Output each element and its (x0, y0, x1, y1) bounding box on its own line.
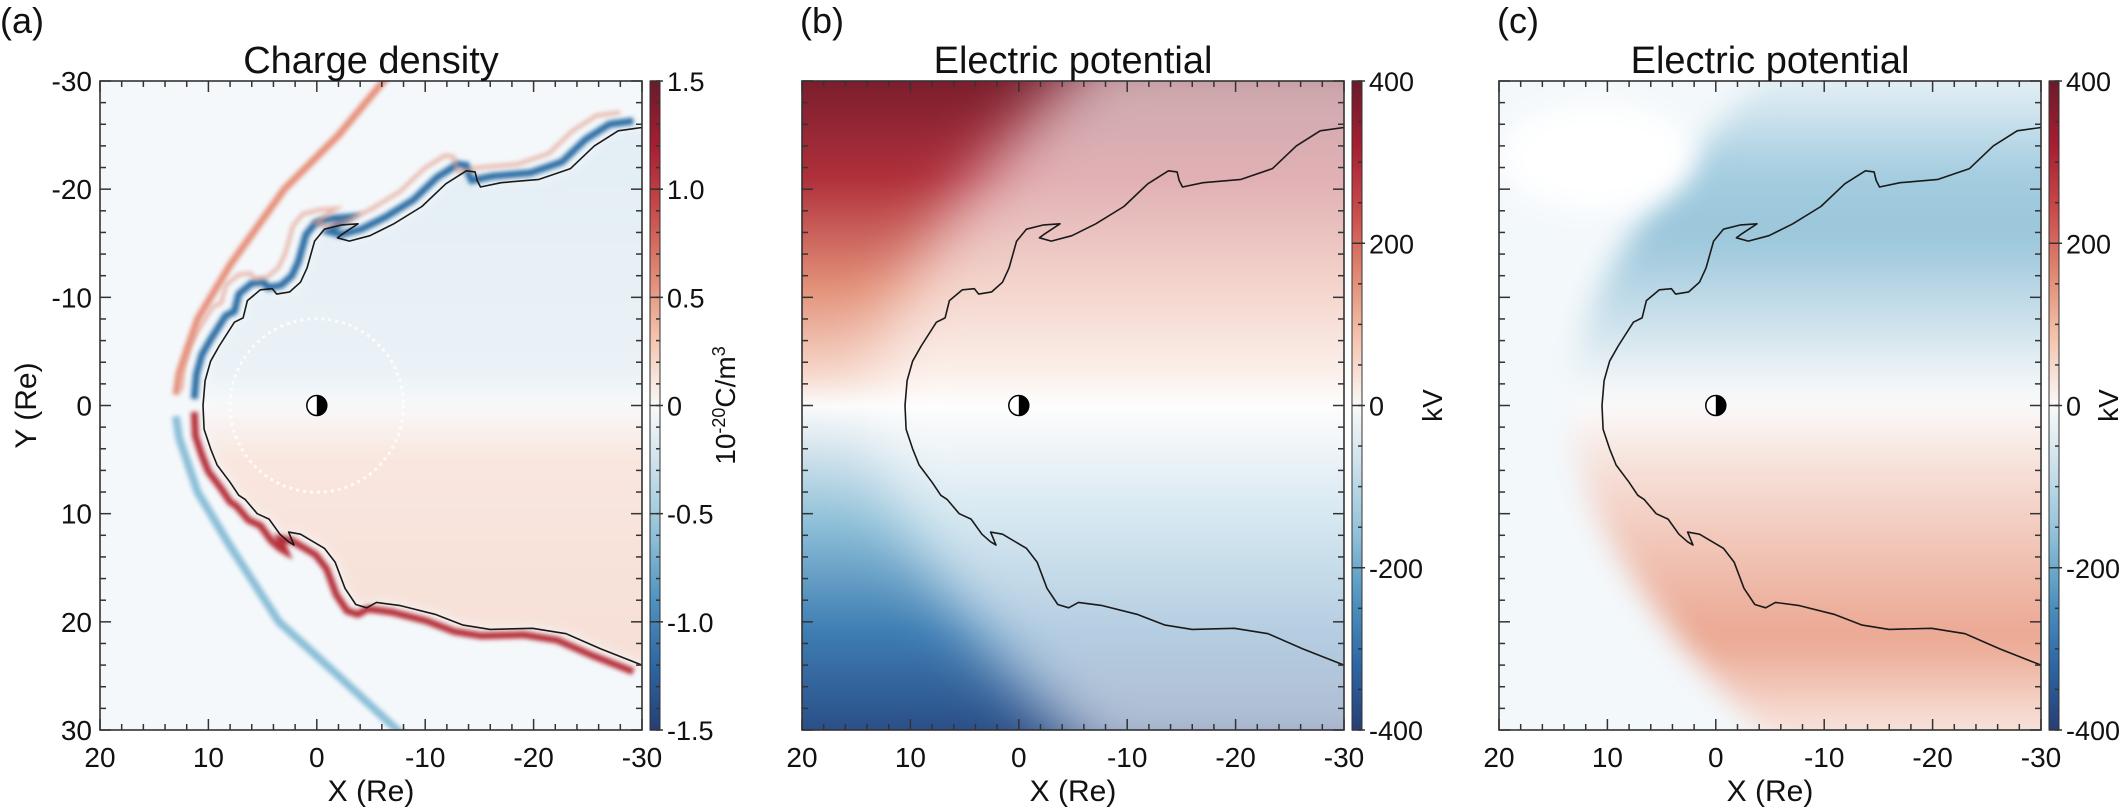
panel-b: 20 10 0 -10 -20 -30 X (Re) Electric potential (b… (786, 0, 1448, 808)
bow-shock-band-positive (172, 81, 389, 396)
inner-ring (228, 317, 406, 494)
earth-icon (306, 394, 328, 417)
y-tick-label: 30 (61, 715, 92, 746)
x-tick-label: 20 (786, 742, 817, 773)
x-tick-label: -10 (405, 742, 445, 773)
x-tick-label: 0 (1708, 742, 1724, 773)
x-tick-label: 10 (193, 742, 224, 773)
colorbar-tick-label: 0.5 (667, 283, 705, 313)
y-tick-label: -10 (52, 282, 92, 313)
axis-ticks (99, 80, 643, 731)
colorbar-tick-label: -400 (2066, 716, 2120, 746)
colorbar-tick-label: 0 (1369, 392, 1384, 422)
x-tick-label: 10 (895, 742, 926, 773)
panel-c: 20 10 0 -10 -20 -30 X (Re) Electric potential (c… (1483, 0, 2124, 808)
x-axis-label: X (Re) (1727, 775, 1814, 808)
x-axis-label: X (Re) (328, 775, 415, 808)
x-tick-label: 20 (84, 742, 115, 773)
y-axis-label: Y (Re) (10, 362, 43, 448)
magnetopause-contour (1601, 126, 2041, 666)
colorbar-unit-label: kV (2093, 389, 2124, 422)
x-tick-label: -20 (1912, 742, 1952, 773)
colorbar-tick-label: 1.5 (667, 67, 705, 97)
heatmap (802, 81, 1344, 730)
magnetopause-band-positive-outer (179, 110, 621, 391)
colorbar: 1.5 1.0 0.5 0 -0.5 -1.0 -1.5 10-20C/m3 (649, 67, 741, 746)
panel-title: Charge density (243, 40, 499, 82)
colorbar-tick-label: -400 (1369, 716, 1423, 746)
colorbar-tick-label: 0 (667, 392, 682, 422)
colorbar-tick-label: 0 (2066, 392, 2081, 422)
colorbar-tick-label: 400 (1369, 67, 1414, 97)
x-tick-label: -20 (1215, 742, 1255, 773)
axis-ticks (1498, 80, 2042, 731)
magnetosphere-region (876, 81, 1344, 730)
heatmap (100, 81, 642, 730)
colorbar-tick-label: -1.0 (667, 608, 714, 638)
colorbar-tick-label: -200 (1369, 554, 1423, 584)
colorbar-tick-label: 1.0 (667, 175, 705, 205)
x-tick-label: 0 (1011, 742, 1027, 773)
y-tick-label: 20 (61, 607, 92, 638)
magnetopause-contour (904, 126, 1344, 666)
x-tick-label: 0 (309, 742, 325, 773)
colorbar-tick-label: -200 (2066, 554, 2120, 584)
x-tick-label: -30 (622, 742, 662, 773)
y-tick-label: 10 (61, 499, 92, 530)
colorbar-tick-label: 200 (1369, 229, 1414, 259)
x-tick-label: 10 (1592, 742, 1623, 773)
panel-label: (a) (0, 0, 44, 41)
bow-shock-band-negative (171, 415, 404, 730)
y-tick-label: -30 (52, 66, 92, 97)
panel-title: Electric potential (934, 40, 1213, 82)
colorbar-tick-label: 400 (2066, 67, 2111, 97)
colorbar: 400 200 0 -200 -400 kV (1351, 67, 1448, 746)
colorbar-unit-label: 10-20C/m3 (709, 346, 741, 465)
heatmap (1499, 81, 2041, 730)
panel-title: Electric potential (1631, 40, 1910, 82)
pale-region (1499, 102, 1695, 211)
y-tick-label: 0 (76, 391, 92, 422)
magnetopause-contour (202, 126, 642, 666)
colorbar-unit-part: -20 (709, 408, 729, 434)
magnetosphere-region (1573, 81, 2041, 730)
x-tick-label: -10 (1804, 742, 1844, 773)
axis-ticks (801, 80, 1345, 731)
colorbar: 400 200 0 -200 -400 kV (2048, 67, 2124, 746)
panel-label: (b) (800, 0, 844, 41)
earth-icon (1008, 394, 1030, 417)
colorbar-tick-label: 200 (2066, 229, 2111, 259)
colorbar-unit-label: kV (1417, 389, 1448, 422)
colorbar-unit-part: 3 (709, 346, 729, 356)
panel-label: (c) (1497, 0, 1539, 41)
colorbar-unit-part: C/m (710, 356, 741, 407)
colorbar-tick-label: -1.5 (667, 716, 714, 746)
x-tick-label: 20 (1483, 742, 1514, 773)
x-axis-label: X (Re) (1030, 775, 1117, 808)
x-tick-label: -30 (1324, 742, 1364, 773)
magnetopause-band-positive (190, 411, 635, 675)
colorbar-unit-part: 10 (710, 434, 741, 465)
magnetosphere-region (203, 127, 642, 666)
earth-icon (1705, 394, 1727, 417)
x-tick-label: -10 (1107, 742, 1147, 773)
x-tick-label: -30 (2021, 742, 2061, 773)
y-tick-label: -20 (52, 174, 92, 205)
colorbar-tick-label: -0.5 (667, 500, 714, 530)
x-tick-label: -20 (513, 742, 553, 773)
